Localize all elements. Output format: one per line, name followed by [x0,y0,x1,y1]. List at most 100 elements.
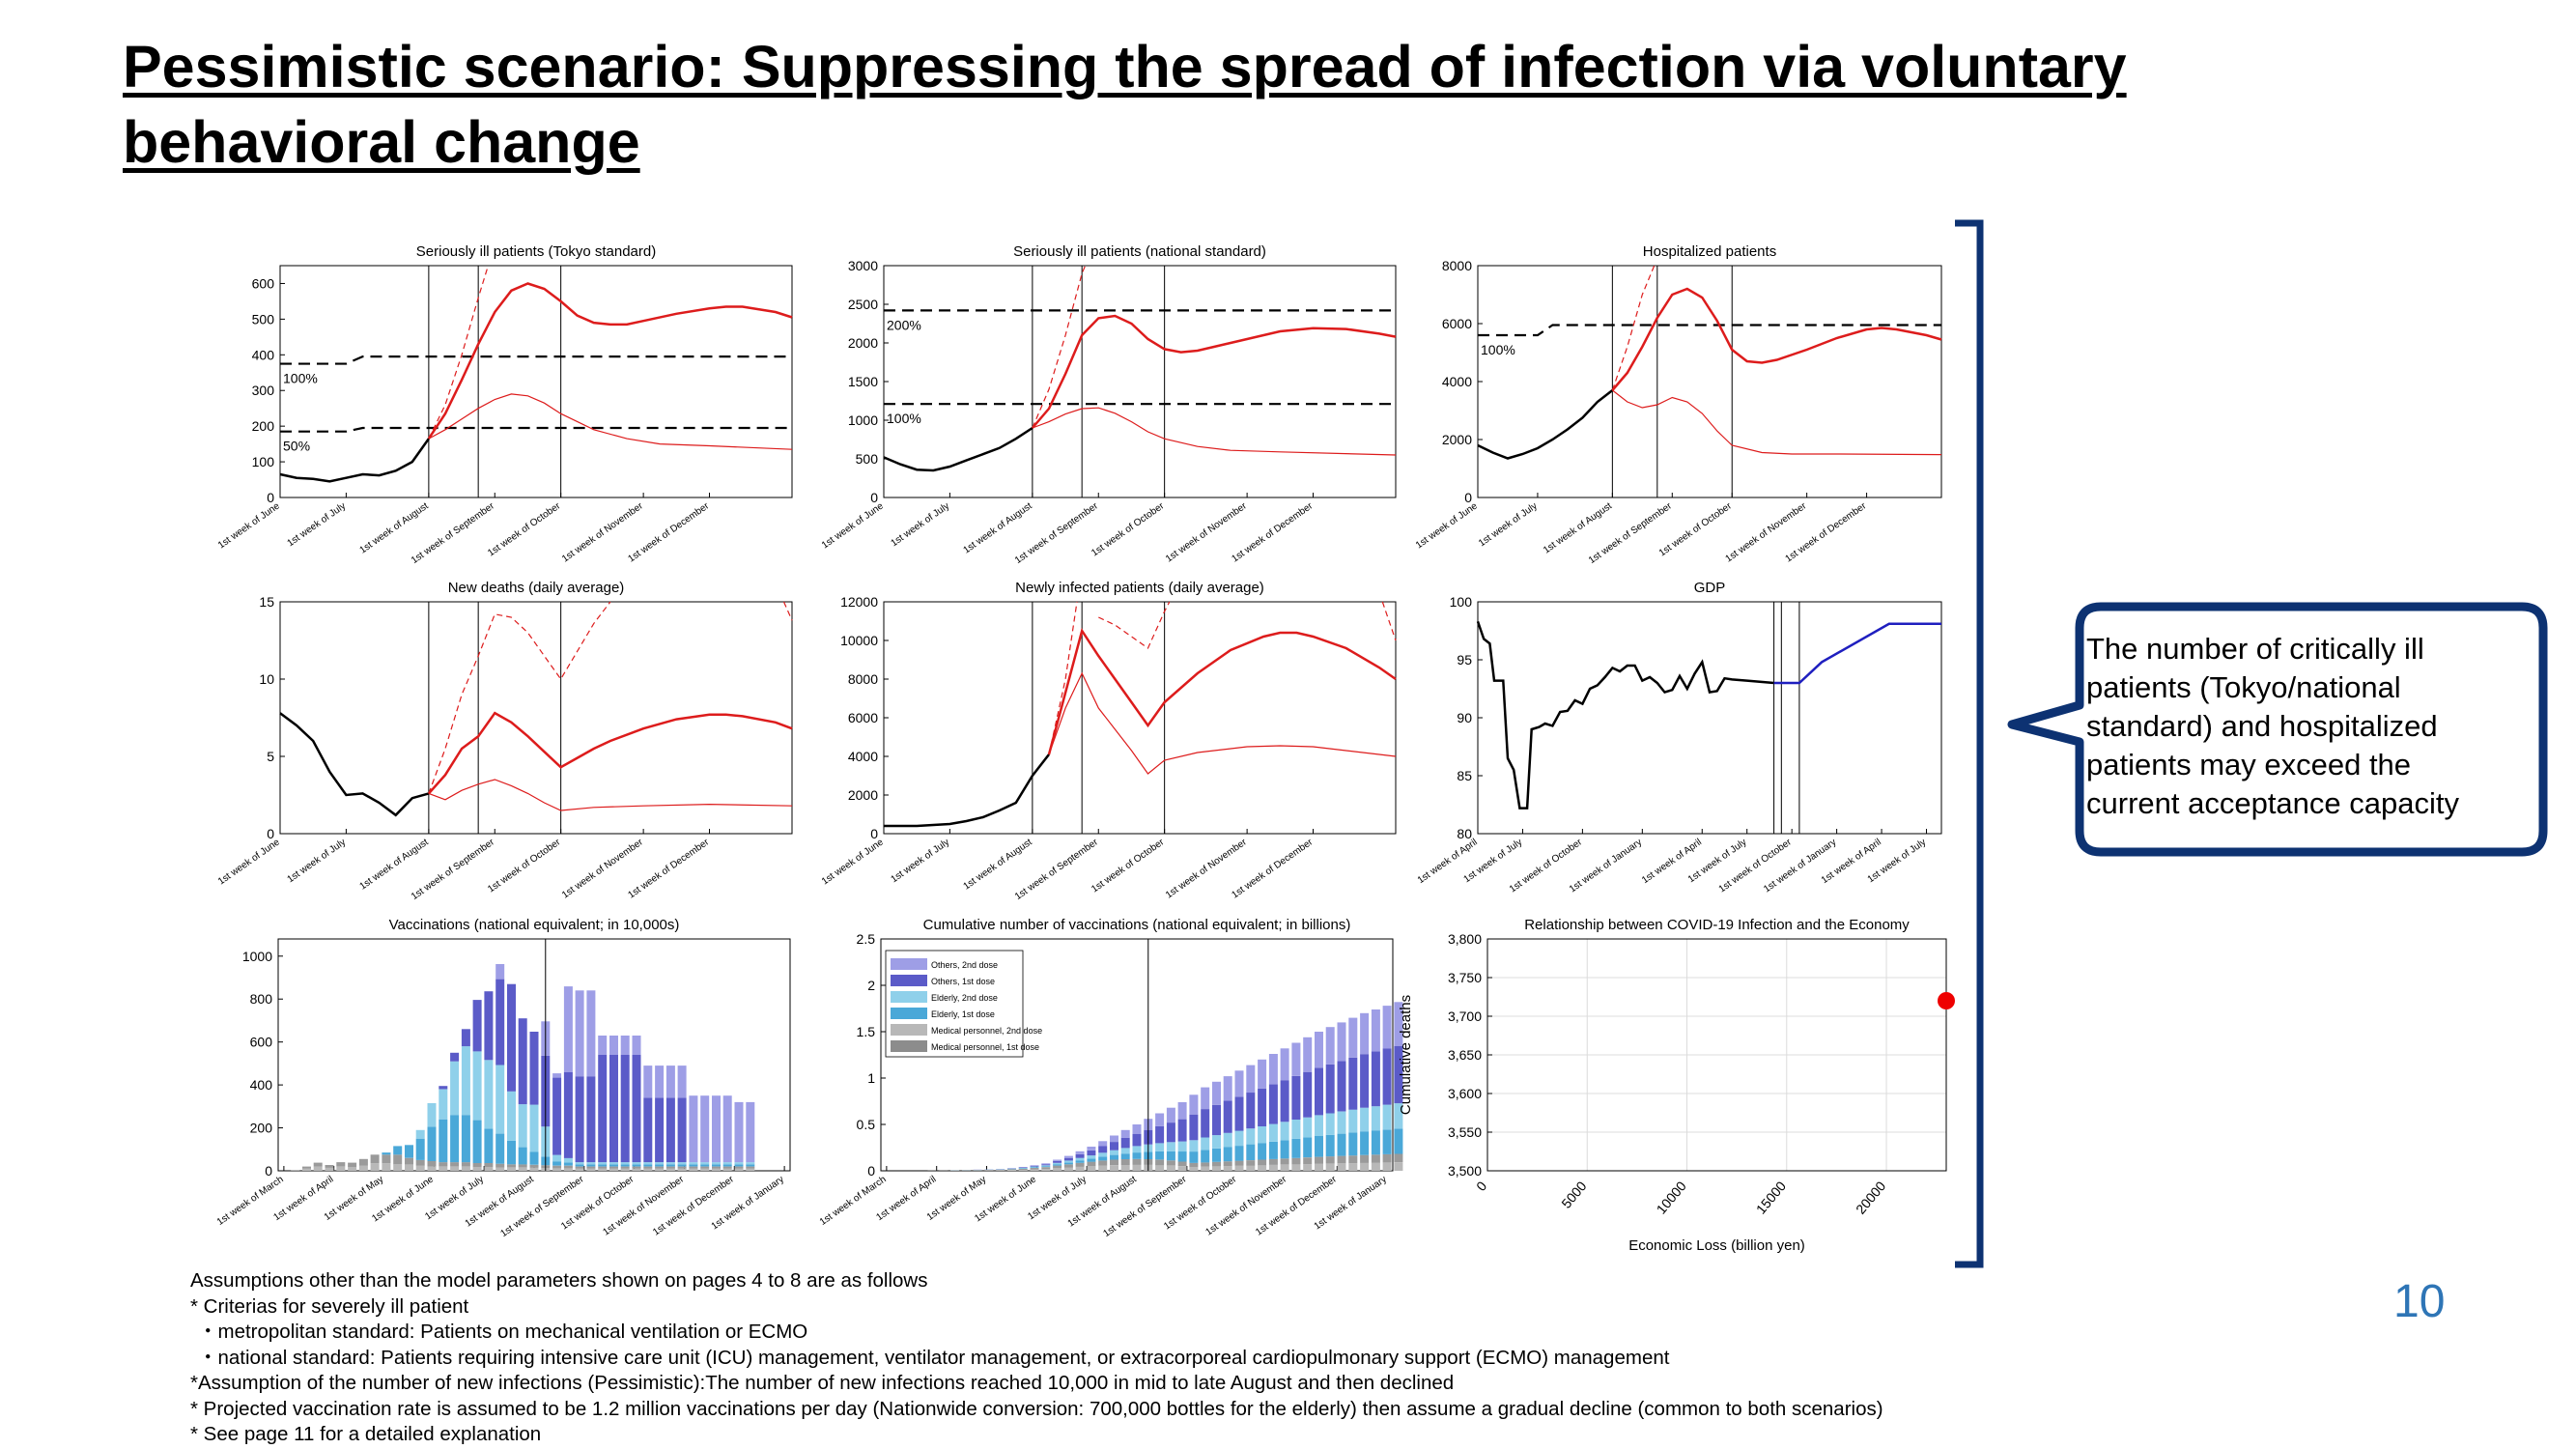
bar-segment-medical-2nd [1053,1168,1062,1171]
bar-segment-medical-1st [348,1162,357,1167]
chart-cumulative-vaccinations: Cumulative number of vaccinations (natio… [818,917,1403,1239]
bar-segment-elderly-2nd [1337,1111,1346,1134]
bar-segment-others-2nd [665,1065,675,1098]
bar-segment-medical-1st [1280,1158,1289,1165]
bar-segment-others-1st [1132,1133,1142,1147]
bar-segment-medical-2nd [712,1168,721,1171]
bar-segment-medical-2nd [598,1168,608,1171]
bar-segment-others-2nd [643,1065,653,1098]
bar-segment-elderly-2nd [655,1162,665,1165]
bar-segment-medical-2nd [461,1166,470,1171]
bar-segment-medical-2nd [620,1168,630,1171]
bar-segment-others-2nd [1110,1135,1118,1143]
y-tick-label: 2000 [848,787,878,803]
bar-segment-others-2nd [746,1101,755,1163]
bar-segment-others-2nd [1212,1081,1221,1105]
x-tick-label: 1st week of August [962,837,1034,892]
bar-segment-medical-1st [1075,1162,1085,1167]
bar-segment-elderly-1st [1223,1147,1232,1162]
y-tick-label: 0 [267,490,274,505]
series-line-red [427,282,793,440]
capacity-line [280,426,792,433]
bar-segment-elderly-1st [1303,1137,1313,1158]
bar-segment-elderly-1st [1201,1150,1210,1163]
bar-segment-others-1st [598,1055,608,1163]
bar-segment-medical-1st [586,1166,596,1169]
bar-segment-elderly-1st [643,1164,653,1167]
y-tick-label: 85 [1457,768,1472,783]
bar-segment-medical-2nd [427,1166,437,1171]
y-tick-label: 12000 [840,594,878,610]
bar-segment-others-2nd [1268,1054,1278,1085]
x-tick-label: 15000 [1753,1178,1789,1216]
bar-segment-others-2nd [1394,1002,1403,1046]
bar-segment-elderly-1st [439,1119,448,1163]
x-tick-label: 1st week of July [890,500,952,549]
bar-segment-medical-2nd [665,1168,675,1171]
bar-segment-others-1st [1360,1054,1370,1108]
bar-segment-medical-2nd [1382,1162,1392,1171]
bar-segment-others-1st [450,1052,460,1062]
bar-segment-others-2nd [1041,1163,1051,1165]
bar-segment-medical-2nd [518,1167,527,1171]
bar-segment-others-1st [1246,1093,1256,1129]
bar-segment-others-1st [1120,1137,1130,1149]
y-tick-label: 0 [870,826,878,841]
bar-segment-medical-1st [1155,1159,1165,1166]
bar-segment-others-2nd [1132,1124,1142,1134]
y-tick-label: 8000 [848,671,878,687]
y-tick-label: 5 [267,749,274,764]
series-line-red-dashed [782,601,793,621]
bar-segment-elderly-2nd [1303,1117,1313,1138]
bar-segment-elderly-1st [632,1164,641,1167]
bar-segment-elderly-2nd [712,1162,721,1165]
bar-segment-others-1st [620,1055,630,1163]
bar-segment-medical-2nd [1246,1165,1256,1171]
x-tick-label: 1st week of December [1254,1174,1339,1237]
bar-segment-medical-1st [1041,1167,1051,1170]
bar-segment-elderly-2nd [563,1157,573,1163]
bar-segment-elderly-2nd [427,1103,437,1127]
bar-segment-elderly-1st [1075,1160,1085,1163]
bar-segment-elderly-1st [1291,1138,1301,1158]
callout-line: The number of critically ill [2086,632,2424,666]
bar-segment-medical-1st [643,1166,653,1169]
bar-segment-elderly-2nd [1018,1168,1028,1169]
series-line-red-thin [1032,407,1397,456]
x-tick-label: 1st week of August [358,837,431,892]
bar-segment-medical-2nd [439,1166,448,1171]
bar-segment-elderly-2nd [1212,1135,1221,1149]
x-tick-label: 1st week of October [1717,837,1795,895]
page-number: 10 [2393,1276,2446,1327]
bar-segment-elderly-2nd [1041,1165,1051,1167]
bar-segment-medical-2nd [1189,1166,1199,1171]
legend-label: Others, 2nd dose [931,960,998,970]
bar-segment-elderly-1st [712,1164,721,1167]
y-tick-label: 4000 [848,749,878,764]
bar-segment-medical-2nd [1234,1165,1244,1171]
bar-segment-medical-2nd [1132,1164,1142,1171]
y-tick-label: 80 [1457,826,1472,841]
bar-segment-medical-2nd [586,1168,596,1171]
bar-segment-elderly-2nd [677,1162,687,1165]
bar-segment-elderly-2nd [1177,1141,1187,1152]
bar-segment-elderly-2nd [529,1104,539,1152]
bar-segment-medical-1st [996,1169,1005,1171]
series-line-red-thin [428,779,793,811]
series-line-red [427,711,793,795]
series-line-red-dashed [1048,601,1078,755]
y-tick-label: 10000 [840,633,878,648]
series-line-black [884,753,1050,828]
series-line-red-thin [1612,389,1942,456]
x-tick-label: 1st week of August [358,500,431,555]
bar-segment-medical-1st [313,1162,323,1167]
plot-frame [1477,601,1942,835]
bar-segment-medical-1st [689,1166,698,1169]
bar-segment-elderly-2nd [1087,1155,1096,1159]
footnote-line: * Criterias for severely ill patient [190,1294,469,1318]
bar-segment-others-1st [655,1097,665,1163]
series-line-red-dashed [1381,601,1397,641]
bar-segment-medical-2nd [643,1168,653,1171]
bar-segment-others-2nd [632,1036,641,1055]
